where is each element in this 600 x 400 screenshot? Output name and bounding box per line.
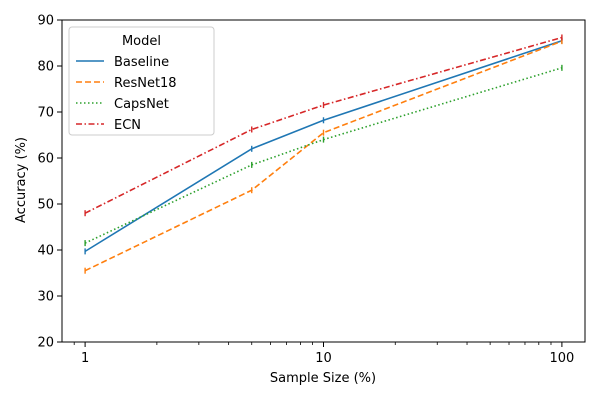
y-tick-label: 70 — [37, 106, 54, 121]
x-axis: 1 10 100 — [73, 342, 574, 366]
y-tick-label: 50 — [37, 198, 54, 213]
series-line-resnet18 — [84, 40, 563, 272]
y-tick-label: 90 — [37, 14, 54, 29]
legend-title: Model — [122, 34, 161, 49]
x-tick-label: 10 — [315, 351, 332, 366]
series-line-capsnet — [84, 67, 563, 244]
legend-label-baseline: Baseline — [114, 55, 169, 70]
x-tick-label: 1 — [81, 351, 89, 366]
y-tick-label: 30 — [37, 290, 54, 305]
series-line-ecn — [84, 36, 563, 214]
y-tick-label: 40 — [37, 244, 54, 259]
y-axis: 20 30 40 50 60 70 80 90 — [37, 14, 62, 351]
legend: Model Baseline ResNet18 CapsNet ECN — [68, 26, 215, 136]
legend-label-ecn: ECN — [114, 118, 141, 133]
y-tick-label: 20 — [37, 336, 54, 351]
x-axis-label: Sample Size (%) — [270, 371, 376, 386]
x-tick-label: 100 — [549, 351, 574, 366]
legend-box — [68, 26, 215, 136]
legend-label-capsnet: CapsNet — [114, 97, 169, 112]
y-tick-label: 60 — [37, 152, 54, 167]
y-axis-label: Accuracy (%) — [14, 137, 29, 223]
y-tick-label: 80 — [37, 60, 54, 75]
legend-label-resnet18: ResNet18 — [114, 76, 177, 91]
series-layer — [84, 34, 563, 274]
series-line-baseline — [84, 39, 563, 253]
